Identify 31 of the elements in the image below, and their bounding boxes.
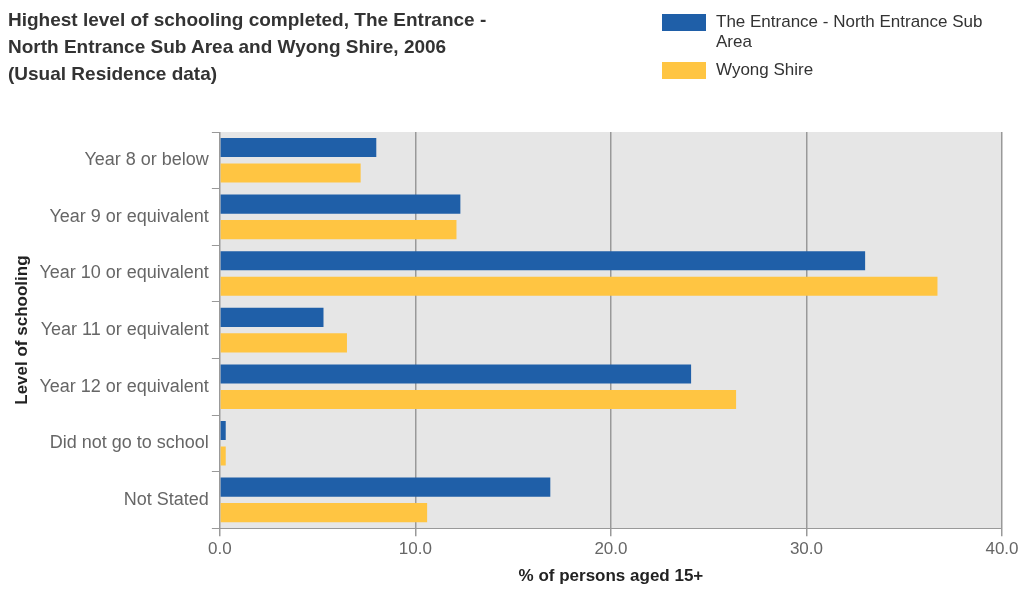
bar <box>220 477 551 497</box>
y-axis-title: Level of schooling <box>11 255 31 405</box>
bar <box>220 503 428 523</box>
bar <box>220 307 324 327</box>
x-tick-label: 20.0 <box>594 539 628 559</box>
y-tick-label: Year 10 or equivalent <box>39 262 209 283</box>
bar <box>220 138 377 158</box>
bar <box>220 251 866 271</box>
bar <box>220 194 461 214</box>
bar <box>220 276 938 296</box>
x-tick-label: 30.0 <box>789 539 824 559</box>
bar <box>220 446 226 466</box>
bar <box>220 333 347 353</box>
y-tick-label: Year 11 or equivalent <box>40 319 209 340</box>
y-tick-label: Year 9 or equivalent <box>49 205 209 226</box>
y-tick-label: Year 8 or below <box>84 149 210 170</box>
chart-title: Highest level of schooling completed, The Entrance - North Entrance Sub Area and Wyong Shire, 2006 (Usual Residence data) <box>8 8 488 86</box>
x-tick-label: 40.0 <box>985 539 1019 559</box>
x-tick-label: 10.0 <box>398 539 432 559</box>
x-axis-title: % of persons aged 15+ <box>518 566 704 586</box>
bar <box>220 364 692 384</box>
x-tick-label: 0.0 <box>208 539 232 559</box>
bar <box>220 421 226 441</box>
bar <box>220 389 737 409</box>
y-tick-label: Year 12 or equivalent <box>39 375 209 396</box>
bar <box>220 220 457 240</box>
legend-label: Wyong Shire <box>716 60 814 80</box>
y-tick-label: Did not go to school <box>49 432 209 453</box>
y-tick-label: Not Stated <box>123 488 209 509</box>
bar <box>220 163 361 183</box>
legend-label: The Entrance - North Entrance Sub Area <box>716 12 984 52</box>
